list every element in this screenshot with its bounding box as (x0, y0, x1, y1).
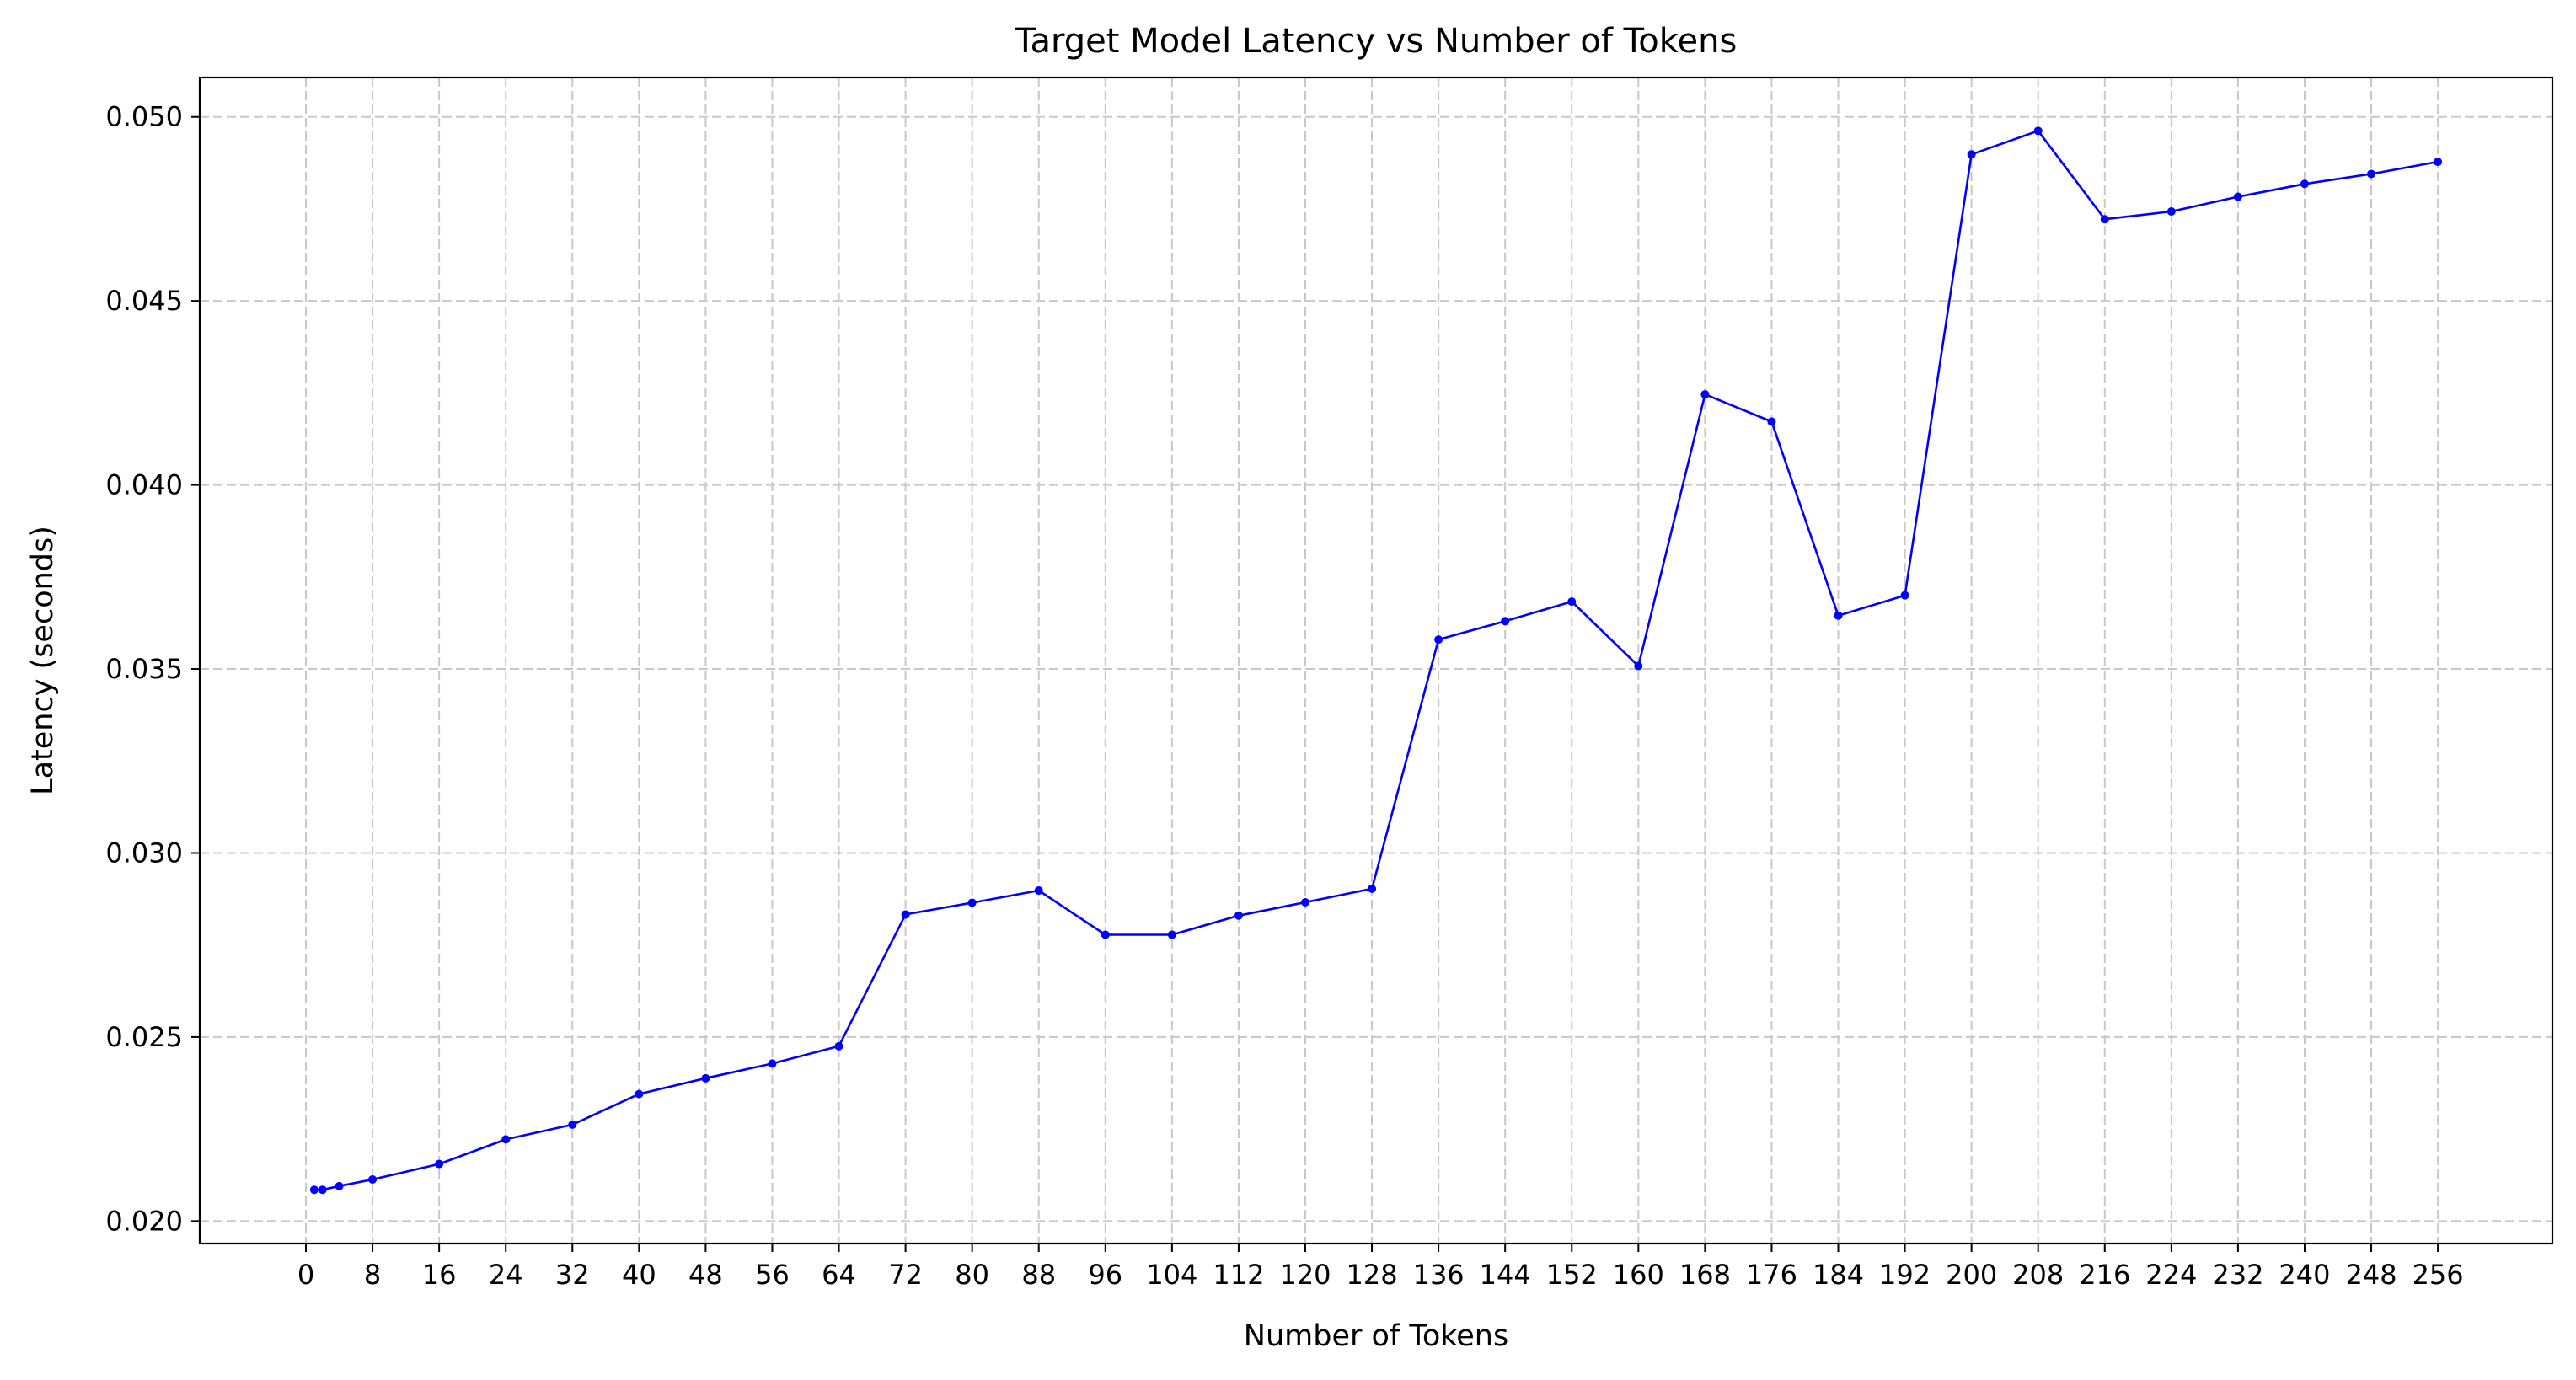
data-point (1234, 911, 1243, 920)
x-tick-label: 32 (555, 1259, 590, 1291)
data-point (318, 1185, 327, 1195)
x-tick-label: 24 (489, 1259, 523, 1291)
data-point (435, 1159, 444, 1169)
data-point (2100, 215, 2109, 224)
x-tick-label: 48 (688, 1259, 723, 1291)
y-tick-label: 0.050 (105, 101, 183, 133)
x-tick-label: 240 (2279, 1259, 2330, 1291)
data-point (768, 1059, 777, 1068)
data-point (834, 1041, 843, 1051)
data-point (1034, 886, 1043, 896)
y-axis-label: Latency (seconds) (26, 526, 60, 795)
y-tick-label: 0.045 (105, 285, 183, 317)
data-point (1834, 611, 1843, 620)
x-tick-label: 192 (1879, 1259, 1931, 1291)
x-tick-label: 56 (755, 1259, 790, 1291)
data-point (2033, 126, 2043, 136)
plot-frame (198, 76, 2554, 1245)
data-point (901, 910, 910, 919)
x-tick-label: 72 (888, 1259, 923, 1291)
y-axis-ticks: 0.020 0.025 0.030 0.035 0.040 0.045 0.050 (105, 101, 200, 1237)
data-point (568, 1120, 577, 1129)
data-point (1967, 150, 1976, 159)
data-point (1767, 417, 1776, 426)
data-point (2300, 179, 2309, 189)
x-tick-label: 88 (1021, 1259, 1056, 1291)
data-point (1368, 884, 1377, 893)
series-layer (309, 126, 2443, 1195)
x-tick-label: 112 (1213, 1259, 1264, 1291)
data-point (1300, 898, 1309, 907)
y-tick-label: 0.030 (105, 837, 183, 869)
x-tick-label: 232 (2212, 1259, 2263, 1291)
x-tick-label: 248 (2346, 1259, 2397, 1291)
x-tick-label: 64 (822, 1259, 856, 1291)
x-axis-label: Number of Tokens (1244, 1319, 1508, 1353)
data-point (1501, 617, 1510, 626)
x-tick-label: 128 (1347, 1259, 1398, 1291)
x-tick-label: 256 (2413, 1259, 2464, 1291)
y-tick-label: 0.040 (105, 469, 183, 501)
data-point (635, 1089, 644, 1099)
x-tick-label: 104 (1146, 1259, 1197, 1291)
x-tick-label: 208 (2012, 1259, 2064, 1291)
y-tick-label: 0.025 (105, 1021, 183, 1053)
x-tick-label: 200 (1946, 1259, 1997, 1291)
x-tick-label: 216 (2079, 1259, 2130, 1291)
data-point (967, 898, 977, 907)
data-point (1700, 390, 1710, 399)
data-point (368, 1174, 378, 1184)
data-point (1167, 930, 1176, 939)
x-tick-label: 0 (297, 1259, 314, 1291)
grid (200, 78, 2552, 1244)
data-point (701, 1073, 710, 1083)
data-point (1900, 591, 1909, 600)
x-tick-label: 120 (1279, 1259, 1331, 1291)
y-tick-label: 0.035 (105, 653, 183, 685)
x-tick-label: 8 (364, 1259, 381, 1291)
data-point (2166, 207, 2176, 217)
chart-title: Target Model Latency vs Number of Tokens (1015, 22, 1738, 61)
x-tick-label: 136 (1413, 1259, 1465, 1291)
data-point (309, 1185, 319, 1195)
x-tick-label: 144 (1480, 1259, 1531, 1291)
x-tick-label: 40 (622, 1259, 656, 1291)
data-point (1434, 635, 1443, 645)
x-tick-label: 80 (955, 1259, 989, 1291)
x-axis-ticks: 0 8 16 24 32 40 48 56 64 72 80 88 96 104 112 120 128 136 1… (297, 1244, 2464, 1291)
data-point (1567, 597, 1577, 607)
x-tick-label: 16 (422, 1259, 457, 1291)
y-tick-label: 0.020 (105, 1205, 183, 1237)
data-point (1634, 661, 1643, 671)
x-tick-label: 176 (1746, 1259, 1797, 1291)
data-point (2367, 169, 2376, 179)
data-point (2233, 192, 2242, 201)
x-tick-label: 152 (1546, 1259, 1598, 1291)
x-tick-label: 224 (2145, 1259, 2197, 1291)
x-tick-label: 184 (1813, 1259, 1864, 1291)
x-tick-label: 96 (1088, 1259, 1122, 1291)
x-tick-label: 160 (1613, 1259, 1664, 1291)
data-point (501, 1135, 511, 1144)
data-point (1101, 930, 1110, 939)
data-point (2434, 158, 2443, 167)
data-point (335, 1181, 344, 1190)
x-tick-label: 168 (1679, 1259, 1731, 1291)
